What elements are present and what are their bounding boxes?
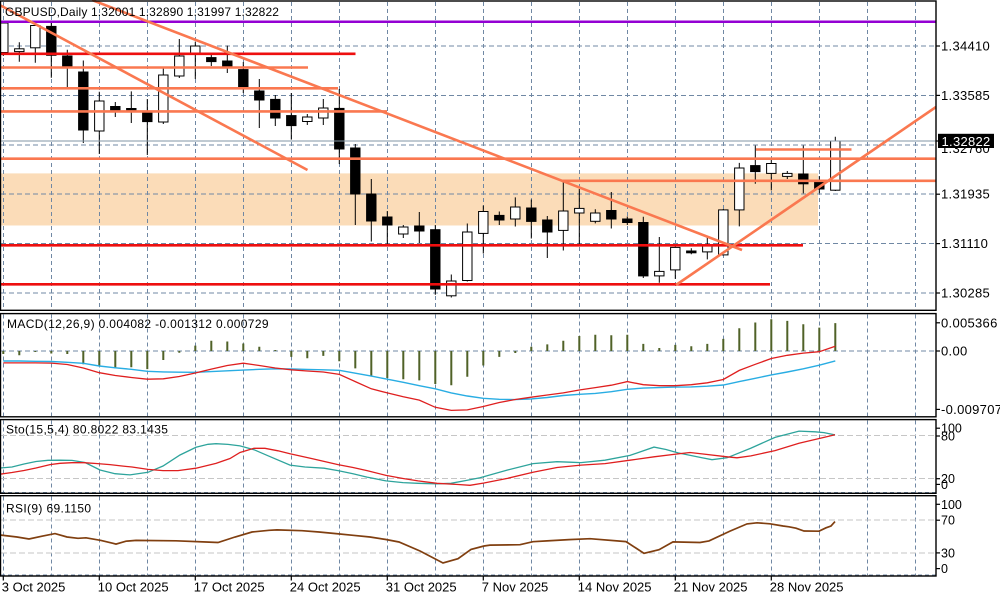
svg-text:31 Oct 2025: 31 Oct 2025	[386, 580, 457, 595]
svg-text:Sto(15,5,4) 80.8022 83.1435: Sto(15,5,4) 80.8022 83.1435	[6, 423, 168, 437]
svg-text:7 Nov 2025: 7 Nov 2025	[482, 580, 549, 595]
svg-text:100: 100	[941, 498, 962, 512]
svg-text:24 Oct 2025: 24 Oct 2025	[290, 580, 361, 595]
svg-text:80: 80	[941, 430, 955, 444]
svg-text:0.005366: 0.005366	[941, 315, 998, 330]
svg-text:100: 100	[941, 422, 962, 436]
svg-text:1.32822: 1.32822	[942, 134, 991, 149]
svg-text:10 Oct 2025: 10 Oct 2025	[98, 580, 169, 595]
svg-text:1.31110: 1.31110	[941, 236, 988, 251]
svg-text:17 Oct 2025: 17 Oct 2025	[194, 580, 265, 595]
svg-text:0: 0	[941, 478, 948, 492]
svg-text:0: 0	[941, 562, 948, 576]
svg-text:21 Nov 2025: 21 Nov 2025	[674, 580, 748, 595]
svg-text:-0.009707: -0.009707	[941, 402, 1000, 417]
svg-text:30: 30	[941, 546, 955, 560]
svg-text:14 Nov 2025: 14 Nov 2025	[578, 580, 652, 595]
svg-text:GBPUSD,Daily 1.32001 1.32890: GBPUSD,Daily 1.32001 1.32890 1.31997 1.3…	[5, 5, 279, 19]
svg-text:1.30285: 1.30285	[941, 286, 990, 301]
svg-text:1.31935: 1.31935	[941, 187, 990, 202]
svg-text:3 Oct 2025: 3 Oct 2025	[2, 580, 66, 595]
svg-text:1.34410: 1.34410	[941, 39, 990, 54]
svg-text:0.00: 0.00	[941, 344, 968, 359]
svg-text:20: 20	[941, 472, 955, 486]
svg-text:MACD(12,26,9) 0.004082 -0.0013: MACD(12,26,9) 0.004082 -0.001312 0.00072…	[7, 317, 269, 331]
svg-text:70: 70	[941, 514, 955, 528]
svg-text:28 Nov 2025: 28 Nov 2025	[770, 580, 844, 595]
svg-text:RSI(9) 69.1150: RSI(9) 69.1150	[6, 502, 91, 516]
svg-text:1.33585: 1.33585	[941, 88, 990, 103]
